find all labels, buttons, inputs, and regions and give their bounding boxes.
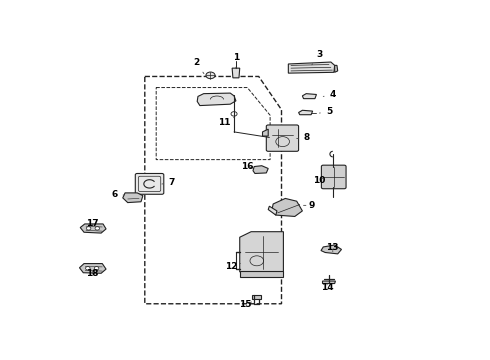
- FancyBboxPatch shape: [135, 174, 164, 194]
- Polygon shape: [268, 206, 277, 215]
- Text: 4: 4: [323, 90, 336, 99]
- Circle shape: [206, 72, 215, 79]
- Circle shape: [94, 267, 99, 270]
- Text: 14: 14: [321, 283, 333, 292]
- Text: 16: 16: [241, 162, 254, 171]
- Polygon shape: [335, 66, 338, 72]
- Circle shape: [95, 227, 99, 230]
- Text: 15: 15: [239, 300, 252, 309]
- Bar: [252, 296, 261, 299]
- Polygon shape: [197, 93, 236, 105]
- Circle shape: [86, 227, 91, 230]
- Polygon shape: [79, 264, 106, 273]
- Polygon shape: [80, 224, 106, 233]
- Text: 18: 18: [87, 269, 99, 278]
- Circle shape: [86, 267, 90, 270]
- Text: 11: 11: [218, 117, 234, 127]
- Text: 9: 9: [303, 201, 315, 210]
- Polygon shape: [272, 198, 302, 216]
- Text: 3: 3: [312, 50, 322, 65]
- FancyBboxPatch shape: [321, 165, 346, 189]
- Text: 6: 6: [111, 190, 124, 199]
- Polygon shape: [232, 68, 240, 78]
- Text: 13: 13: [326, 243, 339, 252]
- Polygon shape: [298, 110, 313, 115]
- Text: 8: 8: [297, 133, 310, 142]
- Text: 2: 2: [193, 58, 204, 74]
- Text: 1: 1: [233, 53, 239, 69]
- Text: 17: 17: [86, 220, 99, 229]
- Polygon shape: [302, 94, 317, 99]
- Text: 5: 5: [319, 107, 332, 116]
- Text: 7: 7: [162, 178, 174, 187]
- Polygon shape: [288, 62, 335, 73]
- Polygon shape: [123, 193, 143, 203]
- Text: 10: 10: [313, 176, 326, 185]
- Text: 12: 12: [225, 262, 241, 271]
- Polygon shape: [240, 232, 283, 272]
- Polygon shape: [263, 129, 268, 136]
- Polygon shape: [322, 281, 336, 284]
- Bar: [240, 270, 283, 278]
- FancyBboxPatch shape: [267, 125, 298, 151]
- Polygon shape: [253, 166, 268, 174]
- Polygon shape: [321, 245, 342, 254]
